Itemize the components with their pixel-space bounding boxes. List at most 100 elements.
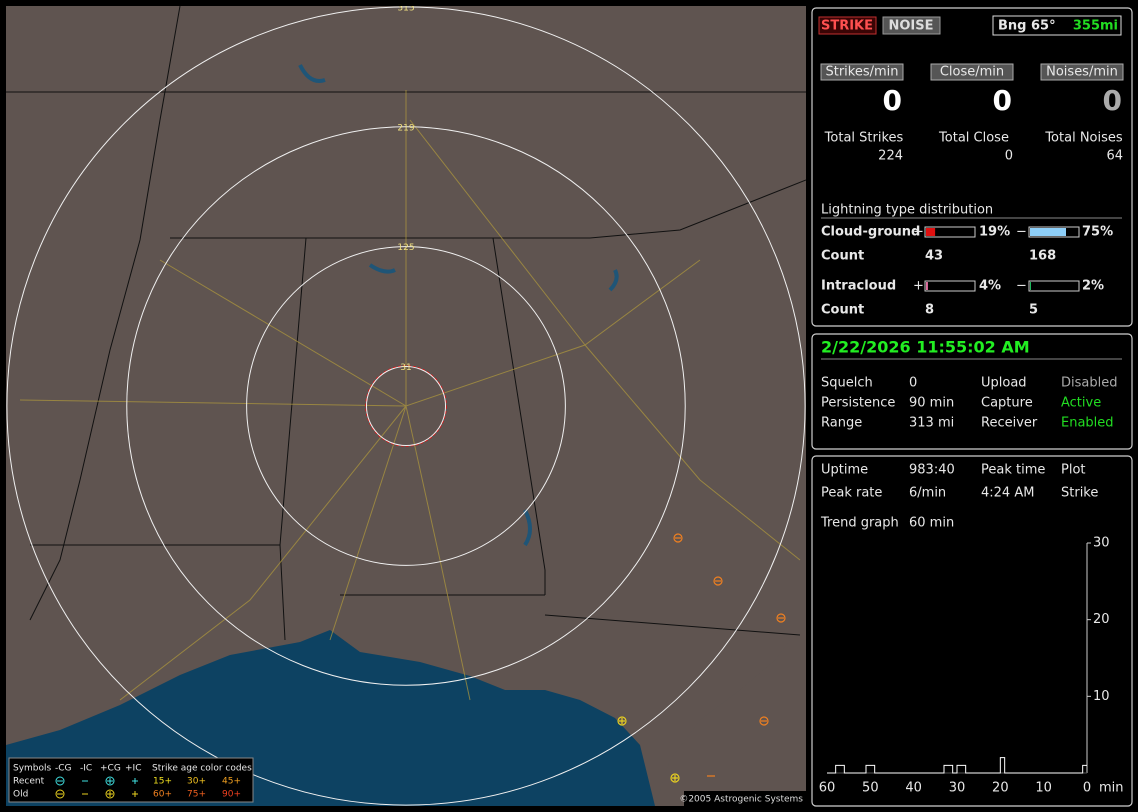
counter-label: Close/min	[940, 65, 1004, 80]
age-code: 15+	[153, 777, 172, 787]
peninsula	[655, 630, 806, 806]
ring-label: 313	[397, 3, 414, 13]
counter-label: Strikes/min	[825, 65, 898, 80]
y-tick-label: 20	[1093, 612, 1110, 627]
map: 313 219 125 31	[6, 3, 806, 806]
total-value: 224	[878, 149, 903, 164]
status-text: Upload	[981, 376, 1027, 391]
bar-frame	[1028, 280, 1080, 292]
percent-label: 2%	[1082, 279, 1104, 294]
legend-row-name: Recent	[13, 777, 45, 787]
count-value: 168	[1029, 249, 1056, 264]
range-ring	[365, 365, 447, 447]
datetime: 2/22/2026 11:55:02 AM	[821, 338, 1030, 357]
counter-label: Noises/min	[1046, 65, 1118, 80]
ring-label: 125	[397, 243, 414, 253]
stats-text: Plot	[1061, 463, 1086, 478]
x-tick-label: 20	[992, 781, 1009, 796]
copyright: ©2005 Astrogenic Systems	[679, 795, 803, 805]
bearing: Bng 65°	[998, 19, 1056, 34]
sign: −	[1016, 279, 1027, 294]
status-text: Squelch	[821, 376, 873, 391]
bar-frame	[924, 226, 976, 238]
x-tick-label: 0	[1083, 781, 1091, 796]
percent-label: 19%	[979, 225, 1010, 240]
age-code: 90+	[222, 790, 241, 800]
legend-type: +CG	[100, 764, 121, 774]
stats-text: 60 min	[909, 516, 954, 531]
status-text: Active	[1061, 396, 1101, 411]
lakes	[298, 64, 619, 547]
bearing-box	[992, 15, 1122, 36]
legend-symbols	[55, 776, 138, 799]
percent-bar	[1030, 282, 1031, 290]
range-ring	[126, 126, 686, 686]
legend-type: -IC	[80, 764, 92, 774]
x-tick-label: 50	[862, 781, 879, 796]
status-text: 90 min	[909, 396, 954, 411]
count-value: 43	[925, 249, 943, 264]
stats-text: 6/min	[909, 486, 946, 501]
age-code: 45+	[222, 777, 241, 787]
stats-text: Peak rate	[821, 486, 882, 501]
count-label: Count	[821, 249, 864, 264]
status-text: Range	[821, 416, 862, 431]
x-tick-label: 40	[905, 781, 922, 796]
count-value: 5	[1029, 303, 1038, 318]
age-code: 75+	[187, 790, 206, 800]
distribution-title: Lightning type distribution	[821, 203, 993, 218]
legend-title: Symbols	[13, 764, 52, 774]
percent-label: 75%	[1082, 225, 1113, 240]
counter-header-box	[1040, 63, 1124, 81]
stats-text: Trend graph	[820, 516, 899, 531]
counter-header-box	[820, 63, 904, 81]
noise-button-label: NOISE	[888, 19, 933, 34]
noise-button[interactable]	[882, 16, 941, 35]
strike-button-label: STRIKE	[821, 19, 873, 34]
total-value: 64	[1106, 149, 1123, 164]
strike-symbols-old-cg	[673, 533, 786, 777]
percent-label: 4%	[979, 279, 1001, 294]
copyright-bg	[684, 791, 806, 806]
strike-symbols-pos-cg	[617, 716, 680, 783]
y-tick-label: 10	[1093, 689, 1110, 704]
trend-line	[827, 757, 1087, 774]
range-ring	[246, 246, 566, 566]
x-unit: min	[1099, 781, 1124, 796]
status-text: Persistence	[821, 396, 895, 411]
counter-header-box	[930, 63, 1014, 81]
count-value: 8	[925, 303, 934, 318]
legend-row-name: Old	[13, 790, 28, 800]
legend-box	[8, 757, 254, 803]
count-label: Count	[821, 303, 864, 318]
status-text: 0	[909, 376, 917, 391]
sign: +	[913, 225, 924, 240]
counters-panel	[811, 7, 1133, 327]
percent-bar	[926, 282, 928, 290]
stats-text: Peak time	[981, 463, 1045, 478]
distance: 355mi	[1073, 19, 1118, 34]
total-label: Total Strikes	[824, 131, 904, 146]
x-tick-label: 10	[1035, 781, 1052, 796]
stats-text: Strike	[1061, 486, 1098, 501]
range-ring	[6, 6, 806, 806]
counter-rate: 0	[993, 84, 1012, 117]
status-panel	[811, 333, 1133, 450]
counter-rate: 0	[1103, 84, 1122, 117]
legend-type: -CG	[55, 764, 72, 774]
percent-bar	[1030, 228, 1066, 236]
sign: +	[913, 279, 924, 294]
percent-bar	[926, 228, 936, 236]
bar-frame	[924, 280, 976, 292]
status-text: Receiver	[981, 416, 1038, 431]
status-text: 313 mi	[909, 416, 954, 431]
x-tick-label: 30	[949, 781, 966, 796]
legend-age-title: Strike age color codes	[152, 764, 252, 774]
counter-rate: 0	[883, 84, 902, 117]
strike-button[interactable]	[818, 16, 877, 35]
sign: −	[1016, 225, 1027, 240]
total-label: Total Close	[938, 131, 1009, 146]
status-text: Disabled	[1061, 376, 1117, 391]
type-name: Cloud-ground	[821, 225, 920, 240]
